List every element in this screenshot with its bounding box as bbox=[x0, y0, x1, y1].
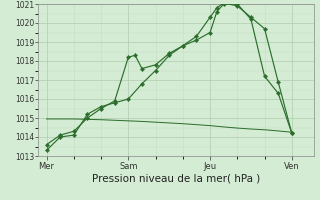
X-axis label: Pression niveau de la mer( hPa ): Pression niveau de la mer( hPa ) bbox=[92, 173, 260, 183]
